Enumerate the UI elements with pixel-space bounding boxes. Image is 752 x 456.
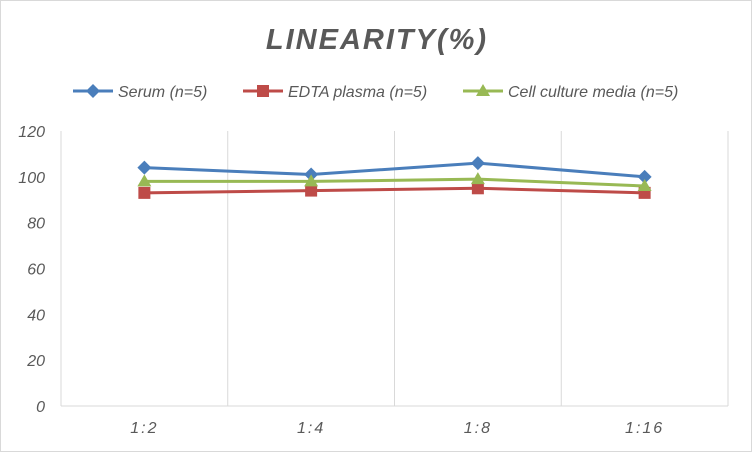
legend-item: Serum (n=5) <box>73 84 207 101</box>
triangle-marker-icon <box>470 172 485 185</box>
square-marker-icon <box>257 85 269 97</box>
legend-item: EDTA plasma (n=5) <box>243 84 427 101</box>
legend-label: Serum (n=5) <box>118 84 207 101</box>
y-tick-label: 100 <box>18 170 45 187</box>
x-tick-label: 1:4 <box>297 420 325 437</box>
triangle-marker-icon <box>476 84 490 96</box>
diamond-marker-icon <box>637 169 652 184</box>
legend: Serum (n=5) EDTA plasma (n=5) Cell culture… <box>73 84 678 101</box>
diamond-marker-icon <box>86 84 100 98</box>
series-line <box>144 177 645 188</box>
triangle-marker-icon <box>637 179 652 191</box>
legend-item: Cell culture media (n=5) <box>463 84 678 101</box>
diamond-marker-icon <box>470 156 485 171</box>
chart-title: LINEARITY(%) <box>266 24 488 56</box>
grid <box>60 131 729 407</box>
triangle-marker-icon <box>304 174 319 187</box>
x-axis: 1:2 1:4 1:8 1:16 <box>130 420 664 437</box>
square-marker-icon <box>138 186 151 199</box>
square-marker-icon <box>471 182 484 195</box>
legend-label: Cell culture media (n=5) <box>508 84 678 101</box>
y-tick-label: 0 <box>36 399 45 416</box>
x-tick-label: 1:16 <box>625 420 664 437</box>
legend-label: EDTA plasma (n=5) <box>288 84 427 101</box>
x-tick-label: 1:8 <box>464 420 492 437</box>
triangle-marker-icon <box>137 174 152 187</box>
x-tick-label: 1:2 <box>130 420 158 437</box>
diamond-marker-icon <box>137 160 152 175</box>
y-tick-label: 80 <box>27 216 45 233</box>
series-cell <box>137 172 652 191</box>
y-tick-label: 20 <box>26 353 45 370</box>
square-marker-icon <box>305 184 318 197</box>
series-line <box>144 161 645 179</box>
y-tick-label: 120 <box>18 124 45 141</box>
series-group <box>137 156 652 199</box>
y-tick-label: 60 <box>27 262 45 279</box>
y-tick-label: 40 <box>27 307 45 324</box>
series-line <box>144 186 645 195</box>
y-axis: 0 20 40 60 80 100 120 <box>18 124 45 416</box>
